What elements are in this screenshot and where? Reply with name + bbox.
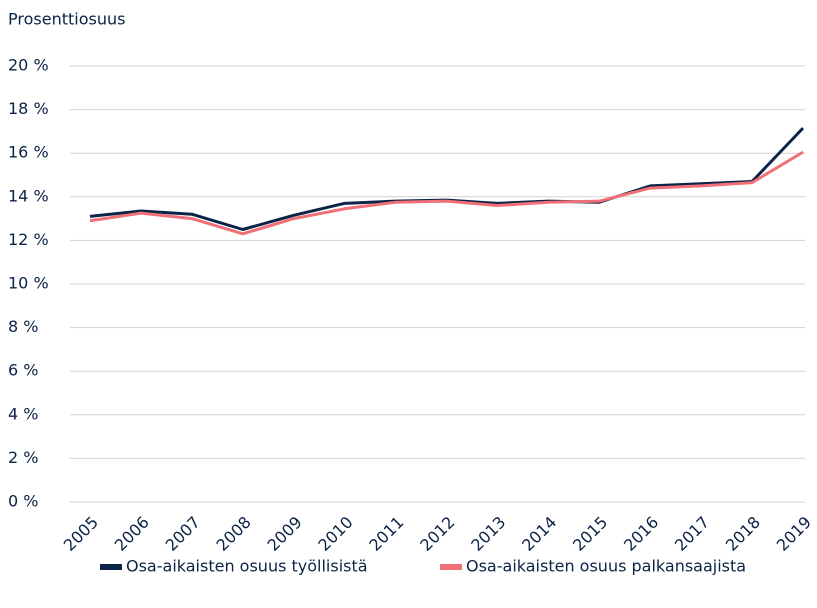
x-tick-label: 2018 — [722, 513, 764, 555]
x-tick-label: 2017 — [671, 513, 713, 555]
y-axis-label: Prosenttiosuus — [8, 10, 125, 29]
legend-swatch — [440, 564, 462, 570]
line-series — [89, 127, 805, 231]
legend-label: Osa-aikaisten osuus työllisistä — [126, 557, 368, 576]
x-tick-label: 2009 — [263, 513, 305, 555]
x-tick-label: 2010 — [314, 513, 356, 555]
x-tick-label: 2013 — [467, 513, 509, 555]
y-tick-label: 10 % — [8, 274, 49, 293]
y-tick-label: 12 % — [8, 230, 49, 249]
x-tick-label: 2006 — [111, 513, 153, 555]
x-tick-label: 2019 — [773, 513, 815, 555]
legend-label: Osa-aikaisten osuus palkansaajista — [466, 557, 746, 576]
x-tick-label: 2011 — [365, 513, 407, 555]
legend-swatch — [100, 564, 122, 570]
x-tick-label: 2008 — [213, 513, 255, 555]
x-tick-label: 2014 — [518, 513, 560, 555]
x-tick-label: 2007 — [162, 513, 204, 555]
x-tick-label: 2015 — [569, 513, 611, 555]
y-tick-label: 20 % — [8, 56, 49, 75]
y-tick-label: 16 % — [8, 143, 49, 162]
y-tick-label: 18 % — [8, 99, 49, 118]
x-tick-label: 2005 — [60, 513, 102, 555]
y-tick-label: 6 % — [8, 361, 38, 380]
y-tick-label: 2 % — [8, 448, 38, 467]
y-tick-label: 4 % — [8, 404, 38, 423]
x-tick-label: 2012 — [416, 513, 458, 555]
x-tick-label: 2016 — [620, 513, 662, 555]
line-series — [89, 150, 804, 236]
y-tick-label: 8 % — [8, 317, 38, 336]
y-tick-label: 14 % — [8, 186, 49, 205]
y-tick-label: 0 % — [8, 492, 38, 511]
